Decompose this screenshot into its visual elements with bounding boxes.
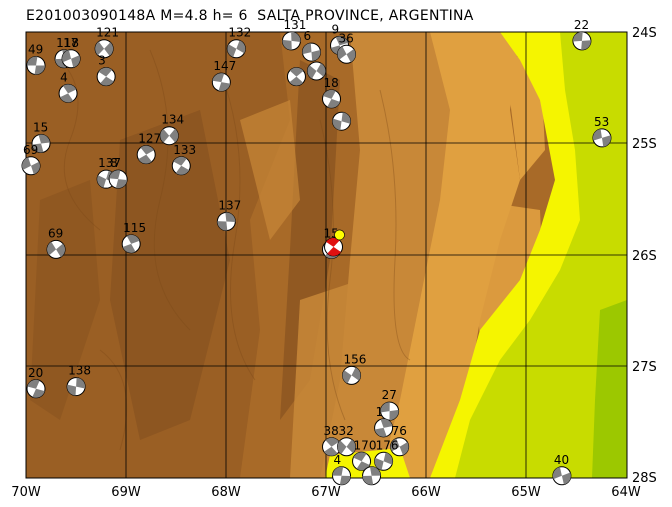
focal-mechanism-icon <box>332 466 352 486</box>
focal-mechanism-icon <box>26 379 46 399</box>
focal-mechanism-icon <box>286 67 306 87</box>
focal-mechanism-icon <box>216 212 236 232</box>
y-tick-label: 26S <box>632 249 657 264</box>
mechanism-label: 6 <box>303 29 311 43</box>
focal-mechanism-icon <box>171 156 191 176</box>
focal-mechanism-icon <box>58 83 78 103</box>
mechanism-label: 49 <box>28 42 43 56</box>
focal-mechanism-icon <box>94 39 114 59</box>
map-frame <box>25 31 628 479</box>
x-tick-label: 66W <box>411 485 441 500</box>
focal-mechanism-icon <box>159 126 179 146</box>
mechanism-label: 8 <box>110 156 118 170</box>
mechanism-label: 40 <box>554 453 569 467</box>
x-tick-label: 67W <box>311 485 341 500</box>
focal-mechanism-icon <box>337 44 357 64</box>
mechanism-label: 137 <box>218 199 241 213</box>
mechanism-label: 4 <box>60 70 68 84</box>
y-tick-label: 25S <box>632 137 657 152</box>
focal-mechanism-icon <box>390 437 410 457</box>
mechanism-label: 69 <box>48 226 63 240</box>
focal-mechanism-icon <box>281 31 301 51</box>
mechanism-label: 17 <box>63 36 78 50</box>
mechanism-label: 15 <box>33 121 48 135</box>
y-tick-label: 24S <box>632 26 657 41</box>
mechanism-label: 22 <box>574 18 589 32</box>
focal-mechanism-icon <box>121 234 141 254</box>
mechanism-label: 38 <box>324 424 339 438</box>
focal-mechanism-icon <box>61 49 81 69</box>
mechanism-label: 20 <box>28 366 43 380</box>
mechanism-label: 132 <box>228 26 251 40</box>
focal-mechanism-icon <box>380 401 400 421</box>
focal-mechanism-icon <box>226 39 246 59</box>
focal-mechanism-icon <box>301 42 321 62</box>
y-tick-label: 27S <box>632 360 657 375</box>
focal-mechanism-icon <box>342 365 362 385</box>
mechanism-label: 131 <box>283 18 306 32</box>
x-tick-label: 65W <box>511 485 541 500</box>
mechanism-label: 32 <box>339 424 354 438</box>
mechanism-label: 18 <box>324 76 339 90</box>
focal-mechanism-icon <box>352 451 372 471</box>
focal-mechanism-icon <box>592 128 612 148</box>
mechanism-label: 121 <box>96 26 119 40</box>
mechanism-label: 9 <box>332 22 340 36</box>
mechanism-label: 3 <box>98 54 106 68</box>
mechanism-label: 137 <box>98 156 121 170</box>
focal-mechanism-icon <box>66 377 86 397</box>
mechanism-label: 156 <box>344 352 367 366</box>
focal-mechanism-icon <box>306 61 326 81</box>
focal-mechanism-icon <box>337 437 357 457</box>
x-axis-labels: 70W 69W 68W 67W 66W 65W 64W <box>11 485 641 500</box>
focal-mechanism-icon <box>96 67 116 87</box>
y-tick-label: 28S <box>632 471 657 486</box>
mechanism-label: 1 <box>376 405 384 419</box>
mechanism-label: 170 <box>354 438 377 452</box>
x-tick-label: 68W <box>211 485 241 500</box>
x-tick-label: 70W <box>11 485 41 500</box>
x-tick-label: 69W <box>111 485 141 500</box>
mechanism-label: 138 <box>68 364 91 378</box>
mechanism-label: 53 <box>594 115 609 129</box>
mechanism-label: 176 <box>376 438 399 452</box>
focal-mechanism-icon <box>322 437 342 457</box>
mechanism-label: 118 <box>56 36 79 50</box>
focal-mechanism-icon <box>362 466 382 486</box>
main-event-mechanism-icon <box>324 237 344 257</box>
mechanism-label: 27 <box>382 388 397 402</box>
focal-mechanism-icon <box>322 89 342 109</box>
focal-mechanism-icon <box>108 169 128 189</box>
map-title: E201003090148A M=4.8 h= 6 SALTA PROVINCE… <box>26 8 474 24</box>
mechanism-label: 127 <box>138 132 161 146</box>
focal-mechanism-icon <box>552 466 572 486</box>
focal-mechanism-icon <box>211 72 231 92</box>
focal-mechanism-icon <box>136 145 156 165</box>
focal-mechanism-icon <box>572 31 592 51</box>
epicenter-marker-icon <box>334 229 345 241</box>
mechanism-label: 69 <box>23 143 38 157</box>
focal-mechanism-icon <box>31 134 51 153</box>
focal-mechanism-icon <box>332 111 352 131</box>
focal-mechanism-icon <box>374 418 394 438</box>
focal-mechanism-icon <box>46 239 66 259</box>
mechanism-label: 133 <box>173 143 196 157</box>
focal-mechanism-icon <box>374 451 394 471</box>
x-tick-label: 64W <box>611 485 641 500</box>
focal-mechanism-icon <box>26 55 46 75</box>
mechanism-label: 134 <box>161 113 184 127</box>
mechanism-label: 36 <box>339 31 354 45</box>
mechanism-label: 147 <box>213 59 236 73</box>
y-axis-labels: 24S 25S 26S 27S 28S <box>632 26 657 486</box>
focal-mechanism-icon <box>21 156 41 176</box>
mechanism-label: 76 <box>392 424 407 438</box>
mechanism-label: 115 <box>123 221 146 235</box>
mechanism-label: 4 <box>334 453 342 467</box>
